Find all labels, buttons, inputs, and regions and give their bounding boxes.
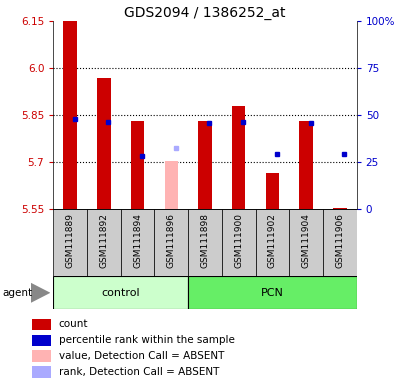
Text: count: count [58, 319, 88, 329]
Bar [32, 319, 51, 330]
Bar [32, 366, 51, 377]
Bar [332, 208, 346, 209]
Bar [322, 209, 356, 276]
Text: GSM111894: GSM111894 [133, 214, 142, 268]
Text: GSM111898: GSM111898 [200, 214, 209, 268]
Text: GSM111906: GSM111906 [335, 214, 344, 268]
Bar [255, 209, 289, 276]
Text: control: control [101, 288, 140, 298]
Bar [87, 209, 120, 276]
Text: GSM111889: GSM111889 [65, 214, 74, 268]
Text: GSM111904: GSM111904 [301, 214, 310, 268]
Bar [231, 106, 245, 209]
Bar [32, 350, 51, 362]
Text: GSM111896: GSM111896 [166, 214, 175, 268]
Bar [97, 78, 110, 209]
Text: GSM111900: GSM111900 [234, 214, 243, 268]
Text: GSM111892: GSM111892 [99, 214, 108, 268]
Bar [53, 209, 87, 276]
Polygon shape [31, 283, 50, 303]
Text: PCN: PCN [261, 288, 283, 298]
Title: GDS2094 / 1386252_at: GDS2094 / 1386252_at [124, 6, 285, 20]
Bar [32, 334, 51, 346]
Bar [299, 121, 312, 209]
Text: agent: agent [2, 288, 32, 298]
Bar [130, 121, 144, 209]
Text: rank, Detection Call = ABSENT: rank, Detection Call = ABSENT [58, 367, 219, 377]
Bar [265, 173, 279, 209]
Text: percentile rank within the sample: percentile rank within the sample [58, 335, 234, 345]
Bar [188, 209, 221, 276]
Bar [63, 21, 77, 209]
Text: GSM111902: GSM111902 [267, 214, 276, 268]
Bar [188, 276, 356, 309]
Bar [221, 209, 255, 276]
Bar [154, 209, 188, 276]
Bar [53, 276, 188, 309]
Bar [164, 161, 178, 209]
Text: value, Detection Call = ABSENT: value, Detection Call = ABSENT [58, 351, 224, 361]
Bar [198, 121, 211, 209]
Bar [289, 209, 322, 276]
Bar [120, 209, 154, 276]
